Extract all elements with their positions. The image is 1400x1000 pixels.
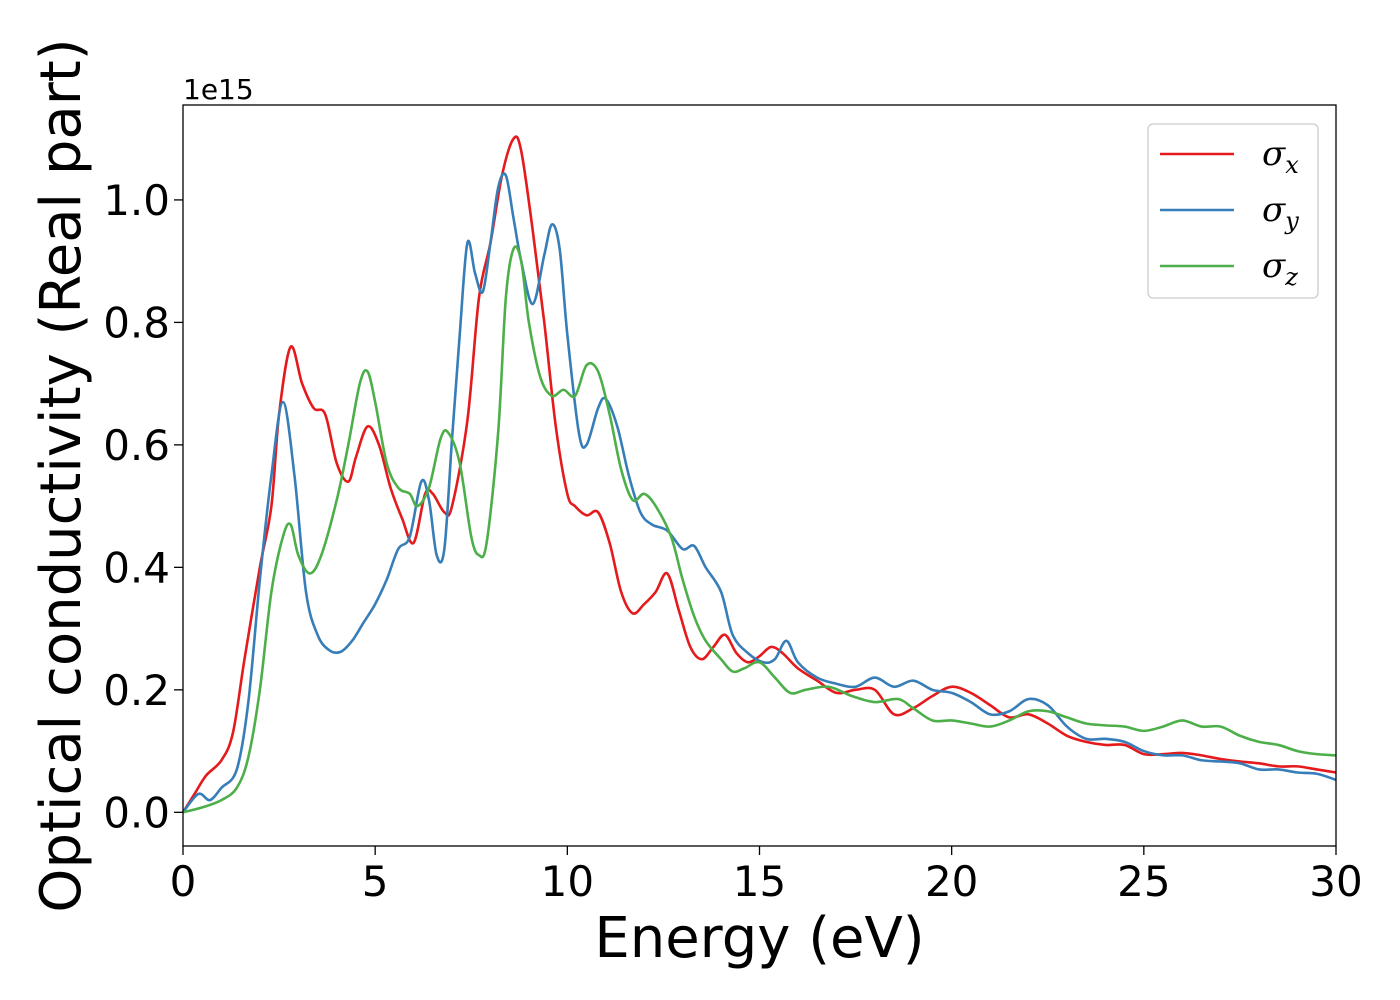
y-tick-label: 0.0 — [103, 788, 170, 837]
legend: σx σy σz — [1147, 123, 1319, 299]
legend-label-z: σz — [1262, 246, 1298, 291]
y-axis-ticks: 0.0 0.2 0.4 0.6 0.8 1.0 — [103, 176, 183, 837]
legend-label-y: σy — [1262, 190, 1299, 235]
y-axis-title: Optical conductivity (Real part) — [29, 38, 94, 912]
x-tick-label: 15 — [733, 857, 786, 906]
y-tick-label: 0.2 — [103, 666, 170, 715]
y-tick-label: 0.4 — [103, 543, 170, 592]
x-tick-label: 0 — [170, 857, 197, 906]
x-axis-title: Energy (eV) — [594, 906, 924, 971]
series-layer — [181, 135, 1337, 814]
legend-label-x: σx — [1262, 134, 1299, 179]
x-tick-label: 10 — [541, 857, 594, 906]
y-tick-label: 0.8 — [103, 298, 170, 347]
x-tick-label: 20 — [925, 857, 978, 906]
y-tick-label: 1.0 — [103, 176, 170, 225]
x-axis-ticks: 0 5 10 15 20 25 30 — [170, 846, 1363, 906]
y-tick-label: 0.6 — [103, 421, 170, 470]
series-line-z — [182, 245, 1337, 814]
y-axis-offset-label: 1e15 — [183, 73, 254, 106]
x-tick-label: 30 — [1309, 857, 1362, 906]
x-tick-label: 5 — [362, 857, 389, 906]
x-tick-label: 25 — [1117, 857, 1170, 906]
